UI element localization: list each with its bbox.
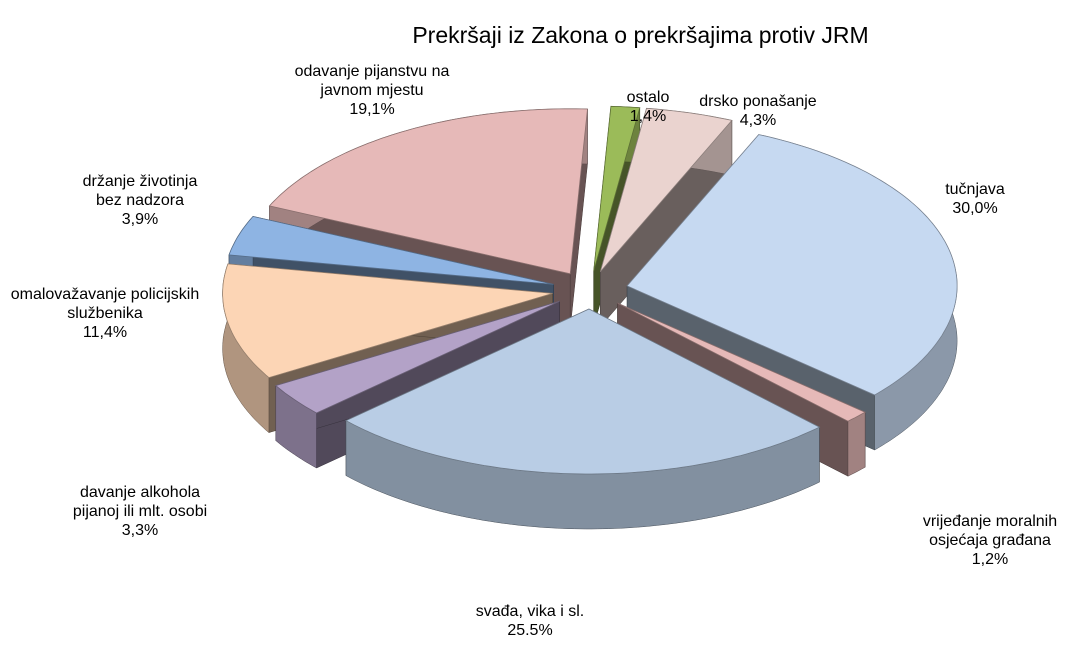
slice-label: ostalo (626, 89, 670, 106)
slice-wall (847, 411, 866, 477)
slice (228, 215, 554, 285)
value-label: 19,1% (349, 101, 395, 118)
slice-label: odavanje pijanstvu na javnom mjestu (294, 63, 450, 99)
value-label: 4,3% (739, 112, 777, 129)
slice (345, 308, 821, 475)
slice-label: svađa, vika i sl. (475, 603, 585, 620)
value-label: 1,4% (629, 108, 667, 125)
slice-label: omalovažavanje policijskih službenika (10, 286, 200, 322)
slice (626, 134, 958, 396)
slice-label: davanje alkohola pijanoj ili mlt. osobi (72, 484, 208, 520)
slice-label: drsko ponašanje (699, 93, 817, 110)
value-label: 11,4% (82, 324, 128, 341)
slice-label: držanje životinja bez nadzora (82, 173, 198, 209)
value-label: 3,3% (121, 522, 159, 539)
slice (593, 105, 641, 272)
chart-title: Prekršaji iz Zakona o prekršajima protiv… (412, 22, 869, 48)
slice (617, 302, 867, 422)
slice (268, 108, 588, 275)
value-label: 25.5% (507, 622, 553, 639)
slice-label: vrijeđanje moralnih osjećaja građana (922, 513, 1058, 549)
slice-label: tučnjava (945, 181, 1005, 198)
value-label: 3,9% (121, 211, 159, 228)
slice (599, 107, 733, 272)
slice (222, 263, 553, 379)
slice (274, 300, 560, 414)
value-label: 1,2% (971, 551, 1009, 568)
value-label: 30,0% (952, 200, 998, 217)
